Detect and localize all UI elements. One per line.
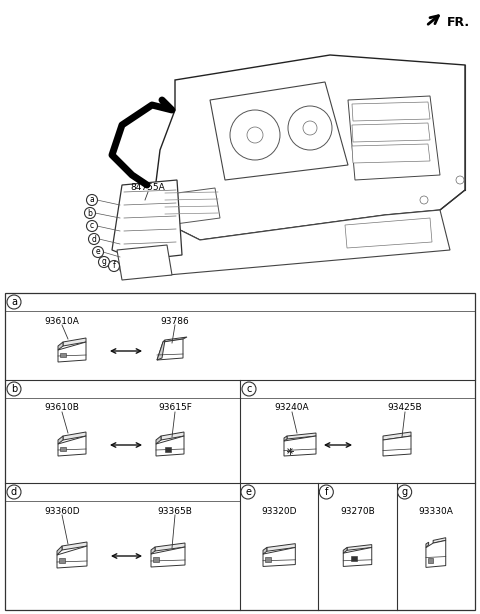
Circle shape [456,176,464,184]
Polygon shape [428,558,433,563]
Polygon shape [58,342,86,362]
Polygon shape [287,433,316,439]
Circle shape [420,196,428,204]
Polygon shape [347,545,372,550]
Polygon shape [348,96,440,180]
Polygon shape [58,436,86,456]
Polygon shape [157,340,165,360]
Text: 84755A: 84755A [131,184,166,193]
Polygon shape [62,542,87,550]
Circle shape [84,208,96,219]
Polygon shape [284,436,316,456]
Circle shape [397,485,412,499]
Polygon shape [151,547,155,554]
Circle shape [230,110,280,160]
Polygon shape [60,353,66,357]
Circle shape [241,485,255,499]
Text: g: g [102,257,107,266]
Polygon shape [433,538,446,543]
Polygon shape [162,188,220,225]
Polygon shape [383,432,411,440]
Polygon shape [153,557,159,562]
Polygon shape [263,548,295,567]
Polygon shape [63,432,86,440]
Text: b: b [87,209,93,217]
Circle shape [7,382,21,396]
Text: 93270B: 93270B [340,507,375,516]
Text: 93360D: 93360D [44,507,80,516]
Polygon shape [352,123,430,142]
Text: a: a [90,195,95,204]
Text: 93610B: 93610B [45,403,79,413]
Text: 93330A: 93330A [419,507,453,516]
Text: d: d [11,487,17,497]
Polygon shape [60,447,66,451]
Polygon shape [284,436,287,441]
Circle shape [247,127,263,143]
Text: a: a [11,297,17,307]
Polygon shape [210,82,348,180]
Polygon shape [345,218,432,248]
Polygon shape [263,548,267,554]
Polygon shape [157,339,183,360]
Polygon shape [59,558,65,563]
Text: f: f [324,487,328,497]
Text: 93615F: 93615F [158,403,192,413]
Polygon shape [352,144,430,163]
Polygon shape [117,245,172,280]
Circle shape [7,485,21,499]
Polygon shape [58,436,63,444]
Circle shape [98,257,109,268]
Circle shape [86,195,97,206]
Polygon shape [161,432,184,440]
Polygon shape [112,180,182,260]
Polygon shape [156,436,184,456]
Circle shape [108,260,120,271]
Circle shape [288,106,332,150]
Circle shape [86,220,97,231]
Text: b: b [11,384,17,394]
Polygon shape [156,436,161,444]
Text: 93240A: 93240A [275,403,309,413]
Polygon shape [343,548,347,553]
Polygon shape [267,543,295,551]
Polygon shape [165,447,171,452]
Polygon shape [160,210,450,275]
Polygon shape [265,557,271,562]
Polygon shape [351,556,357,561]
Circle shape [93,246,104,257]
Polygon shape [155,543,185,551]
Text: c: c [90,222,94,230]
Polygon shape [426,542,429,548]
Text: c: c [246,384,252,394]
Circle shape [88,233,99,244]
Text: FR.: FR. [447,16,470,29]
Polygon shape [58,342,63,350]
Circle shape [7,295,21,309]
Circle shape [319,485,333,499]
Circle shape [242,382,256,396]
Polygon shape [383,436,411,456]
Text: f: f [113,262,115,271]
Polygon shape [352,102,430,121]
Text: 93786: 93786 [161,316,190,325]
Polygon shape [426,540,446,567]
Text: e: e [245,487,251,497]
Polygon shape [57,546,87,568]
Circle shape [303,121,317,135]
Text: 93320D: 93320D [262,507,297,516]
Text: 93425B: 93425B [388,403,422,413]
Text: e: e [96,247,100,257]
Text: 93365B: 93365B [157,507,192,516]
Polygon shape [63,338,86,346]
Polygon shape [343,548,372,567]
Polygon shape [57,546,62,555]
Text: g: g [402,487,408,497]
Polygon shape [163,337,187,342]
Text: d: d [92,235,96,244]
Polygon shape [155,55,465,240]
Polygon shape [151,547,185,567]
Text: 93610A: 93610A [45,316,79,325]
